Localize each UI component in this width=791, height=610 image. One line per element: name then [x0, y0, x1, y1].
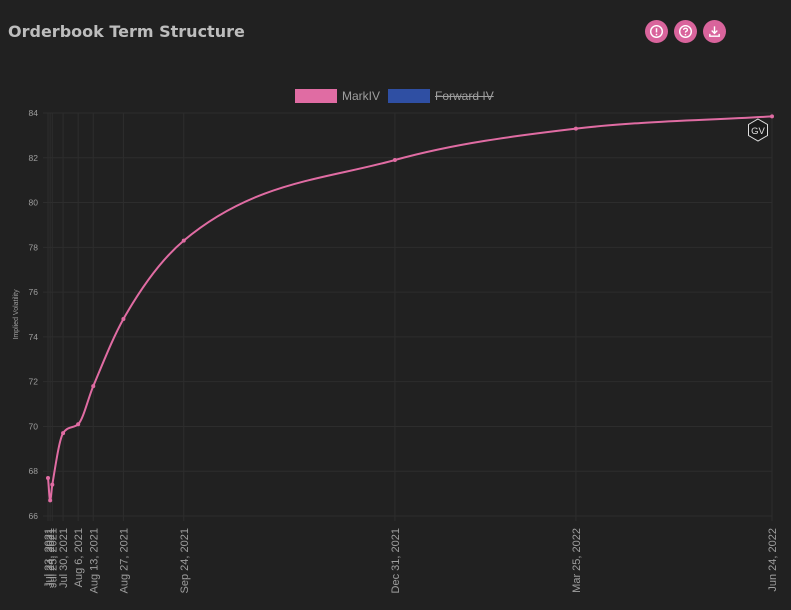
- legend-swatch-markiv: [295, 89, 337, 103]
- data-point-markiv: [46, 475, 50, 480]
- x-tick-label: Jun 24, 2022: [767, 528, 779, 592]
- y-tick-label: 78: [29, 242, 39, 252]
- chart-toolbar: [645, 20, 726, 43]
- info-button[interactable]: [645, 20, 668, 43]
- x-tick-label: Mar 25, 2022: [571, 528, 583, 593]
- question-icon: [678, 24, 693, 39]
- y-axis-title: Implied Volatility: [13, 289, 20, 340]
- data-point-markiv: [61, 431, 66, 436]
- data-point-markiv: [121, 316, 126, 321]
- y-tick-label: 84: [29, 108, 39, 118]
- legend-item-markiv[interactable]: MarkIV: [295, 89, 380, 103]
- gv-badge[interactable]: GV: [746, 118, 770, 142]
- data-point-markiv: [76, 422, 81, 427]
- legend-label-forward-iv: Forward IV: [435, 89, 494, 103]
- data-point-markiv: [573, 126, 578, 131]
- y-tick-label: 68: [29, 466, 39, 476]
- gv-badge-label: GV: [751, 126, 765, 137]
- y-tick-label: 66: [29, 511, 39, 521]
- x-tick-label: Jul 25, 2021: [47, 528, 59, 588]
- y-tick-label: 72: [29, 377, 39, 387]
- info-icon: [649, 24, 664, 39]
- y-tick-label: 82: [29, 153, 39, 163]
- y-tick-label: 74: [29, 332, 39, 342]
- y-tick-label: 70: [29, 421, 39, 431]
- x-tick-label: Aug 27, 2021: [118, 528, 130, 593]
- data-point-markiv: [50, 482, 55, 487]
- x-tick-label: Aug 13, 2021: [88, 528, 100, 593]
- help-button[interactable]: [674, 20, 697, 43]
- series-line-markiv: [47, 115, 773, 502]
- x-tick-label: Sep 24, 2021: [179, 528, 191, 593]
- x-tick-label: Jul 24, 2021: [45, 528, 57, 588]
- chart-legend: MarkIV Forward IV: [295, 89, 502, 103]
- data-point-markiv: [91, 384, 96, 389]
- x-tick-label: Dec 31, 2021: [390, 528, 402, 593]
- download-button[interactable]: [703, 20, 726, 43]
- page-title: Orderbook Term Structure: [8, 22, 245, 41]
- legend-swatch-forward-iv: [388, 89, 431, 103]
- legend-label-markiv: MarkIV: [342, 89, 381, 103]
- data-point-markiv: [392, 158, 397, 163]
- x-tick-label: Aug 6, 2021: [73, 528, 85, 587]
- download-icon: [709, 26, 720, 37]
- data-point-markiv: [48, 498, 53, 503]
- data-point-markiv: [181, 238, 186, 243]
- x-tick-label: Jul 23, 2021: [43, 528, 55, 588]
- y-tick-label: 76: [29, 287, 39, 297]
- legend-item-forward-iv[interactable]: Forward IV: [388, 89, 494, 103]
- y-tick-label: 80: [29, 198, 39, 208]
- x-tick-label: Jul 30, 2021: [58, 528, 70, 588]
- data-point-markiv: [770, 114, 774, 119]
